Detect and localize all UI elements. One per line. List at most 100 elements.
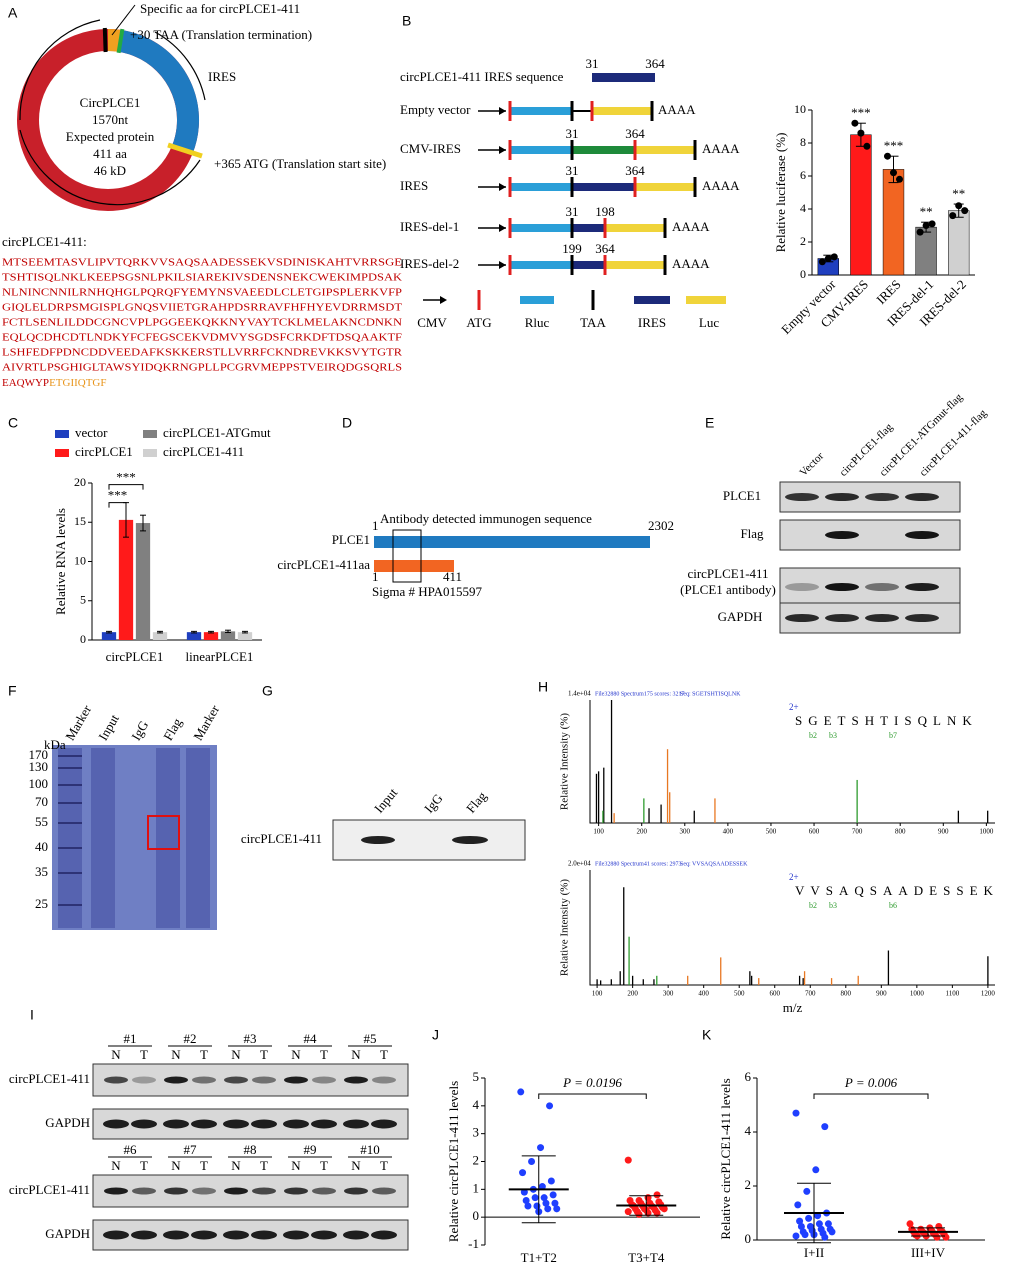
- data-point: [884, 152, 891, 160]
- x-axis-label: m/z: [783, 1000, 803, 1015]
- band: [104, 1187, 128, 1195]
- x-tick-label: I+II: [804, 1245, 824, 1260]
- band: [785, 583, 819, 591]
- x-tick-label: 600: [769, 990, 780, 998]
- x-tick-label: 1200: [981, 990, 996, 998]
- sequence-title: circPLCE1-411:: [2, 234, 87, 249]
- segment: [572, 224, 605, 232]
- data-point: [961, 207, 969, 215]
- lane-label: T: [260, 1047, 268, 1062]
- y-tick-label: 20: [74, 475, 86, 489]
- lane-label: Flag: [160, 715, 185, 743]
- lane-label: N: [291, 1158, 301, 1173]
- lane-label: N: [111, 1047, 121, 1062]
- segment: [572, 146, 635, 154]
- y-tick-label: 10: [794, 102, 806, 116]
- position: 31: [566, 163, 579, 178]
- bar: [948, 210, 970, 276]
- row-label: Empty vector: [400, 102, 471, 117]
- data-point: [538, 1183, 546, 1191]
- lane-label: T: [140, 1158, 148, 1173]
- y-tick-label: 5: [473, 1069, 480, 1084]
- position: 31: [586, 56, 599, 71]
- data-point: [797, 1223, 805, 1230]
- error-bar: [208, 630, 214, 634]
- poly-a: AAAA: [672, 219, 710, 234]
- x-tick-label: 500: [766, 828, 777, 836]
- error-bar: [106, 630, 112, 634]
- error-bar: [797, 1182, 831, 1244]
- data-point: [792, 1109, 800, 1117]
- band: [192, 1076, 216, 1084]
- data-point: [660, 1205, 668, 1213]
- x-tick-label: 800: [841, 990, 852, 998]
- x-tick-label: 100: [593, 828, 604, 836]
- band: [371, 1230, 397, 1240]
- band: [865, 614, 899, 622]
- y-tick-label: 3: [473, 1125, 480, 1140]
- sample-label: #8: [244, 1142, 257, 1157]
- legend-label: Rluc: [525, 315, 550, 330]
- lane-label: T: [380, 1047, 388, 1062]
- band: [785, 493, 819, 501]
- arrow-head: [499, 261, 506, 269]
- ion-label: b2: [809, 731, 817, 740]
- legend-label: vector: [75, 425, 108, 440]
- annotation: +30 TAA (Translation termination): [130, 27, 312, 42]
- sequence-line: EAQWYPETGIIQTGF: [2, 377, 107, 389]
- taa-mark: [102, 27, 108, 53]
- panel-label: C: [8, 415, 18, 431]
- band: [284, 1187, 308, 1195]
- bracket: [813, 1093, 929, 1099]
- data-point: [922, 222, 930, 229]
- row-label: IRES-del-1: [400, 219, 459, 234]
- lane: [156, 748, 180, 928]
- annotation: IRES: [208, 69, 236, 84]
- band: [223, 1230, 249, 1240]
- data-point: [794, 1201, 802, 1209]
- data-point: [863, 142, 871, 150]
- band: [905, 531, 939, 539]
- sequence-part: ETGIIQTGF: [49, 377, 106, 389]
- data-point: [528, 1158, 536, 1165]
- marker-label: 130: [29, 759, 49, 774]
- sample-label: #1: [124, 1031, 137, 1046]
- band: [865, 493, 899, 501]
- y-tick-label: 8: [800, 135, 806, 149]
- outer-arc: [19, 129, 201, 206]
- ion-label: b2: [809, 901, 817, 910]
- segment: [510, 146, 572, 154]
- data-point: [928, 220, 936, 228]
- band: [191, 1119, 217, 1129]
- segment: [510, 261, 572, 269]
- data-point: [949, 212, 957, 220]
- center-text: 46 kD: [94, 163, 126, 178]
- position: 199: [562, 241, 582, 256]
- marker-label: 35: [35, 864, 48, 879]
- data-point: [851, 119, 859, 127]
- green-mark: [116, 28, 125, 54]
- data-point: [818, 258, 826, 266]
- data-point: [522, 1196, 530, 1204]
- panel-label: F: [8, 683, 17, 699]
- sequence: MTSEEMTASVLIPVTQRKVVSAQSAADESSEKVSDINISK…: [2, 257, 403, 374]
- data-point: [520, 1188, 528, 1196]
- panel-label: E: [705, 415, 714, 431]
- band: [905, 614, 939, 622]
- pointer: [111, 4, 136, 36]
- significance: ***: [851, 105, 871, 120]
- sequence-line: NLNINCNNILRNHQHGLPQRQFYEMYNSVAEEDLCLETGI…: [2, 287, 402, 299]
- segment: [510, 224, 572, 232]
- y-axis-label: Relative circPLCE1-411 levels: [718, 1078, 733, 1239]
- gel: [52, 745, 217, 930]
- band: [104, 1076, 128, 1084]
- y-tick-label: 2: [745, 1177, 752, 1192]
- position: 1: [372, 569, 379, 584]
- lane-label: IgG: [128, 718, 151, 743]
- position: 364: [595, 241, 615, 256]
- data-point: [553, 1205, 561, 1213]
- row-label: GAPDH: [45, 1115, 90, 1130]
- bar: [118, 519, 134, 640]
- band: [452, 836, 488, 844]
